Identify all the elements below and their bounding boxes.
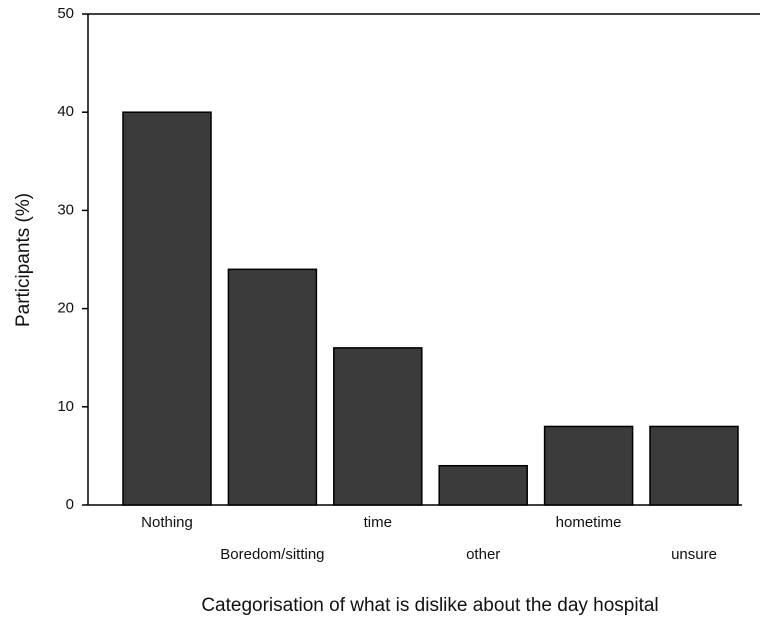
bar [333,347,423,506]
x-axis-title: Categorisation of what is dislike about … [201,595,658,616]
y-tick-label: 50 [57,5,74,22]
y-tick-label: 40 [57,103,74,120]
bar [543,425,634,506]
bar [438,464,528,506]
x-tick-label: Boredom/sitting [220,546,324,563]
y-tick-label: 20 [57,300,74,317]
y-tick-label: 0 [66,496,74,513]
bar [122,111,212,506]
x-tick-label: other [466,546,500,563]
x-tick-label: hometime [556,514,622,531]
x-tick-label: time [364,514,392,531]
y-tick-label: 30 [57,201,74,218]
bar [649,425,739,506]
x-tick-label: unsure [671,546,717,563]
x-tick-label: Nothing [141,514,193,531]
bar [227,268,318,506]
y-axis-title: Participants (%) [13,193,34,327]
y-tick-label: 10 [57,398,74,415]
